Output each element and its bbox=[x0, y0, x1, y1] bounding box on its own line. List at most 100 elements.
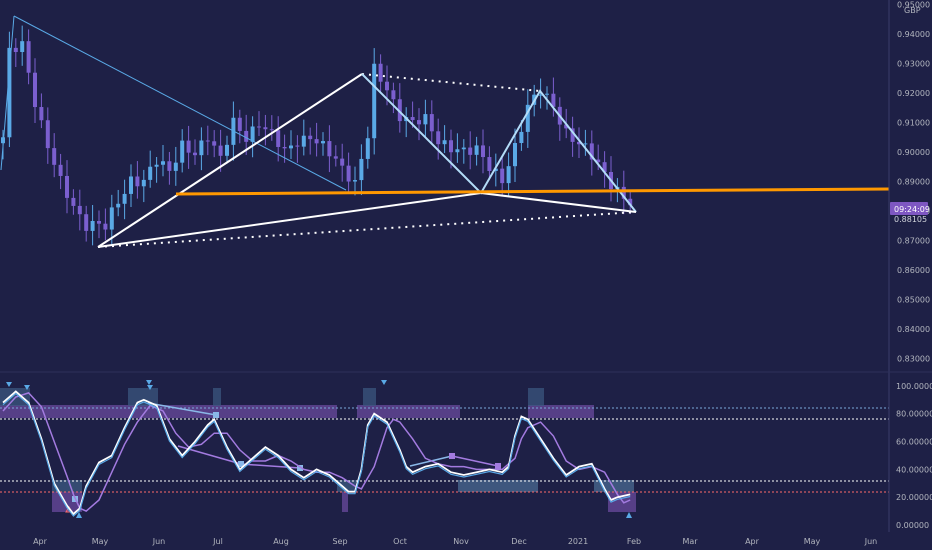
price-tick-label: 0.92000 bbox=[897, 89, 930, 98]
price-tick-label: 0.90000 bbox=[897, 148, 930, 157]
currency-label: GBP bbox=[904, 6, 921, 15]
candle-body bbox=[205, 140, 210, 142]
candle-body bbox=[359, 158, 364, 181]
price-tick-label: 0.87000 bbox=[897, 237, 930, 246]
oscillator-fast-line bbox=[2, 390, 631, 516]
candle-body bbox=[385, 81, 389, 91]
candle-body bbox=[346, 165, 351, 182]
candle-body bbox=[321, 141, 325, 144]
candle-body bbox=[423, 114, 428, 125]
time-tick-label: Aug bbox=[273, 537, 289, 546]
rising-wedge-line bbox=[97, 73, 363, 248]
time-tick-label: Mar bbox=[682, 537, 698, 546]
time-tick-label: Apr bbox=[745, 537, 760, 546]
candle-body bbox=[20, 41, 25, 53]
candle-body bbox=[314, 139, 319, 144]
oscillator-tick-label: 20.00000 bbox=[896, 493, 932, 502]
candle-body bbox=[7, 47, 12, 138]
time-tick-label: Sep bbox=[332, 537, 347, 546]
candle-body bbox=[429, 114, 434, 132]
head-shoulders-zigzag bbox=[361, 73, 637, 213]
oscillator-markers bbox=[6, 380, 632, 518]
candle-body bbox=[161, 161, 165, 165]
price-pane bbox=[0, 15, 890, 248]
candle-body bbox=[455, 149, 460, 153]
candle-body bbox=[13, 47, 18, 53]
price-tick-label: 0.91000 bbox=[897, 119, 930, 128]
countdown-label: 09:24:09 bbox=[894, 205, 930, 214]
candle-body bbox=[410, 117, 415, 121]
candle-body bbox=[263, 127, 268, 130]
candle-body bbox=[103, 223, 108, 230]
candle-body bbox=[519, 131, 524, 144]
time-tick-label: Apr bbox=[33, 537, 48, 546]
oscillator-pane bbox=[0, 380, 889, 518]
candle-body bbox=[116, 203, 121, 208]
candle-body bbox=[468, 147, 473, 155]
time-tick-label: Jun bbox=[864, 537, 878, 546]
candle-body bbox=[513, 143, 517, 167]
candle-body bbox=[487, 157, 492, 171]
candle-body bbox=[481, 145, 485, 158]
candle-body bbox=[583, 143, 588, 145]
oscillator-slow-line bbox=[2, 392, 631, 512]
price-tick-label: 0.84000 bbox=[897, 325, 930, 334]
candle-body bbox=[506, 166, 511, 184]
candle-body bbox=[225, 144, 229, 156]
candle-body bbox=[327, 141, 332, 157]
candle-body bbox=[449, 140, 453, 153]
candle-body bbox=[186, 140, 191, 153]
candle-body bbox=[39, 107, 44, 121]
candle-body bbox=[180, 140, 185, 163]
dotted-top-line bbox=[361, 73, 541, 92]
price-candles bbox=[1, 25, 633, 246]
candle-body bbox=[65, 175, 69, 198]
candle-body bbox=[71, 197, 76, 206]
candle-body bbox=[301, 135, 306, 147]
last-price-label: 0.88105 bbox=[894, 215, 927, 224]
neckline-horizontal bbox=[175, 187, 890, 196]
candle-body bbox=[58, 164, 63, 176]
candle-body bbox=[353, 180, 357, 182]
oscillator-fast-overlay bbox=[2, 392, 631, 517]
candle-body bbox=[596, 159, 601, 163]
time-tick-label: Feb bbox=[627, 537, 641, 546]
oscillator-tick-label: 40.00000 bbox=[896, 465, 932, 474]
price-tick-label: 0.95000 bbox=[897, 0, 930, 9]
candle-body bbox=[570, 128, 575, 142]
candle-body bbox=[577, 141, 581, 145]
candle-body bbox=[141, 179, 146, 187]
candle-body bbox=[589, 143, 594, 160]
candle-body bbox=[109, 207, 114, 230]
price-tick-label: 0.85000 bbox=[897, 296, 930, 305]
candle-body bbox=[525, 104, 530, 132]
candle-body bbox=[269, 129, 274, 131]
candle-body bbox=[545, 93, 549, 95]
candle-body bbox=[621, 186, 626, 199]
candle-body bbox=[602, 162, 607, 173]
candle-body bbox=[212, 141, 217, 146]
candle-body bbox=[417, 120, 421, 125]
candle-body bbox=[129, 176, 133, 194]
candle-body bbox=[52, 148, 57, 165]
candle-body bbox=[26, 41, 31, 73]
time-tick-label: Dec bbox=[511, 537, 526, 546]
candle-body bbox=[276, 130, 281, 147]
price-tick-label: 0.93000 bbox=[897, 59, 930, 68]
candle-body bbox=[90, 221, 95, 231]
candle-body bbox=[154, 164, 159, 167]
time-tick-label: Nov bbox=[453, 537, 469, 546]
candle-body bbox=[250, 126, 255, 142]
candle-body bbox=[365, 138, 370, 159]
time-tick-label: May bbox=[92, 537, 109, 546]
oscillator-tick-label: 80.00000 bbox=[896, 410, 932, 419]
candle-body bbox=[391, 90, 396, 100]
candle-body bbox=[628, 198, 633, 206]
candle-body bbox=[218, 145, 223, 156]
candle-body bbox=[1, 137, 5, 144]
time-tick-label: Jul bbox=[212, 537, 223, 546]
neck-to-end-line bbox=[480, 192, 637, 213]
candle-body bbox=[500, 168, 505, 184]
left-leg-line bbox=[0, 15, 15, 171]
